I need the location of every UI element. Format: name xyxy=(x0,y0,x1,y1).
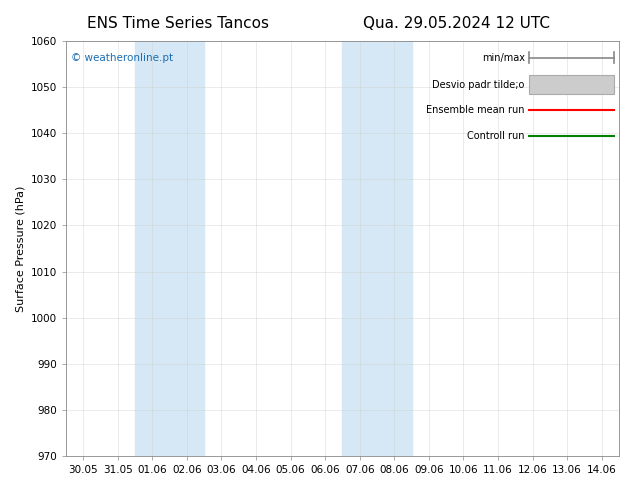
Text: ENS Time Series Tancos: ENS Time Series Tancos xyxy=(86,16,269,31)
Text: Qua. 29.05.2024 12 UTC: Qua. 29.05.2024 12 UTC xyxy=(363,16,550,31)
Bar xyxy=(342,41,411,456)
Text: © weatheronline.pt: © weatheronline.pt xyxy=(72,53,174,64)
Bar xyxy=(135,41,204,456)
Y-axis label: Surface Pressure (hPa): Surface Pressure (hPa) xyxy=(15,185,25,312)
